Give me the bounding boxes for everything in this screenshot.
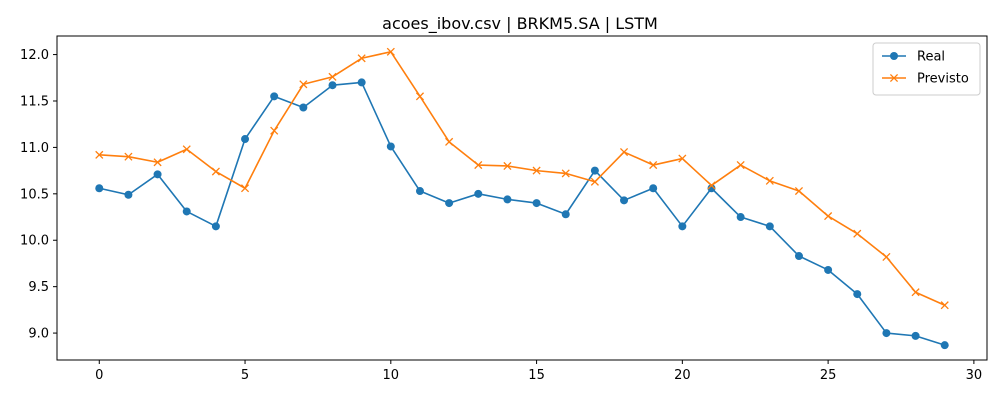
data-point xyxy=(95,184,104,193)
data-point xyxy=(445,137,454,146)
data-point xyxy=(503,161,512,171)
data-point xyxy=(386,47,395,56)
data-point xyxy=(240,184,250,193)
data-point xyxy=(590,177,599,186)
data-point xyxy=(561,169,570,178)
data-point xyxy=(445,199,454,208)
data-point xyxy=(153,170,162,179)
y-tick-label: 11.5 xyxy=(20,94,49,109)
plot-area-frame xyxy=(56,35,988,361)
x-tick-label: 25 xyxy=(820,368,837,383)
data-point xyxy=(911,331,920,340)
y-tick-label: 11.0 xyxy=(20,141,49,156)
y-tick-label: 12.0 xyxy=(20,48,49,63)
x-tick-label: 10 xyxy=(383,368,400,383)
data-point xyxy=(853,229,862,238)
data-point xyxy=(474,189,483,198)
data-point xyxy=(678,222,687,231)
data-point xyxy=(182,207,191,216)
data-point xyxy=(124,152,133,161)
data-point xyxy=(503,195,512,204)
x-tick-label: 15 xyxy=(528,368,545,383)
data-point xyxy=(911,288,920,297)
data-point xyxy=(532,166,541,175)
data-point xyxy=(270,92,279,101)
data-point xyxy=(357,54,366,63)
data-point xyxy=(707,181,716,190)
data-point xyxy=(124,190,133,199)
data-point xyxy=(95,150,104,159)
data-point xyxy=(736,213,745,222)
data-point xyxy=(299,103,308,112)
data-point xyxy=(415,187,424,196)
data-point xyxy=(561,210,570,219)
x-tick-label: 5 xyxy=(241,368,249,383)
data-point xyxy=(853,290,862,299)
data-point xyxy=(765,176,774,185)
data-point xyxy=(794,186,804,196)
data-point xyxy=(270,126,279,135)
series-line xyxy=(99,81,945,346)
legend-label: Real xyxy=(917,50,945,65)
data-point xyxy=(182,145,191,154)
data-point xyxy=(357,78,366,87)
data-point xyxy=(649,184,658,193)
data-point xyxy=(765,222,774,231)
data-point xyxy=(882,252,891,262)
data-point xyxy=(736,160,745,170)
legend-marker xyxy=(890,52,898,60)
series-layer xyxy=(95,47,949,350)
series-real xyxy=(95,78,949,350)
legend-label: Previsto xyxy=(917,72,969,87)
legend-item-previsto: Previsto xyxy=(882,72,969,87)
series-line xyxy=(99,50,946,306)
data-point xyxy=(940,301,949,310)
data-point xyxy=(299,80,308,89)
data-point xyxy=(882,329,891,338)
y-tick-label: 10.5 xyxy=(20,187,49,202)
data-point xyxy=(940,341,949,350)
legend: Real Previsto xyxy=(872,42,981,96)
chart-title: acoes_ibov.csv | BRKM5.SA | LSTM xyxy=(382,14,658,34)
data-point xyxy=(590,166,599,175)
data-point xyxy=(211,222,220,231)
data-point xyxy=(153,158,162,167)
x-axis: 0 5 10 15 20 25 30 xyxy=(95,360,982,383)
data-point xyxy=(707,184,716,193)
data-point xyxy=(649,160,658,170)
data-point xyxy=(474,160,483,170)
x-tick-label: 20 xyxy=(674,368,691,383)
data-point xyxy=(794,252,803,261)
data-point xyxy=(328,72,337,81)
y-tick-label: 10.0 xyxy=(20,234,49,249)
data-point xyxy=(620,196,629,205)
data-point xyxy=(241,135,250,144)
data-point xyxy=(328,81,337,90)
data-point xyxy=(211,167,220,176)
data-point xyxy=(415,92,425,101)
y-tick-label: 9.0 xyxy=(28,327,49,342)
y-axis: 9.0 9.5 10.0 10.5 11.0 11.5 12.0 xyxy=(20,48,57,342)
series-previsto xyxy=(95,47,949,310)
x-tick-label: 0 xyxy=(95,368,103,383)
legend-item-real: Real xyxy=(882,50,945,65)
data-point xyxy=(824,212,833,221)
data-point xyxy=(678,154,687,163)
data-point xyxy=(619,147,629,157)
data-point xyxy=(532,199,541,208)
data-point xyxy=(824,265,833,274)
y-tick-label: 9.5 xyxy=(28,280,49,295)
data-point xyxy=(386,142,395,151)
x-tick-label: 30 xyxy=(966,368,983,383)
